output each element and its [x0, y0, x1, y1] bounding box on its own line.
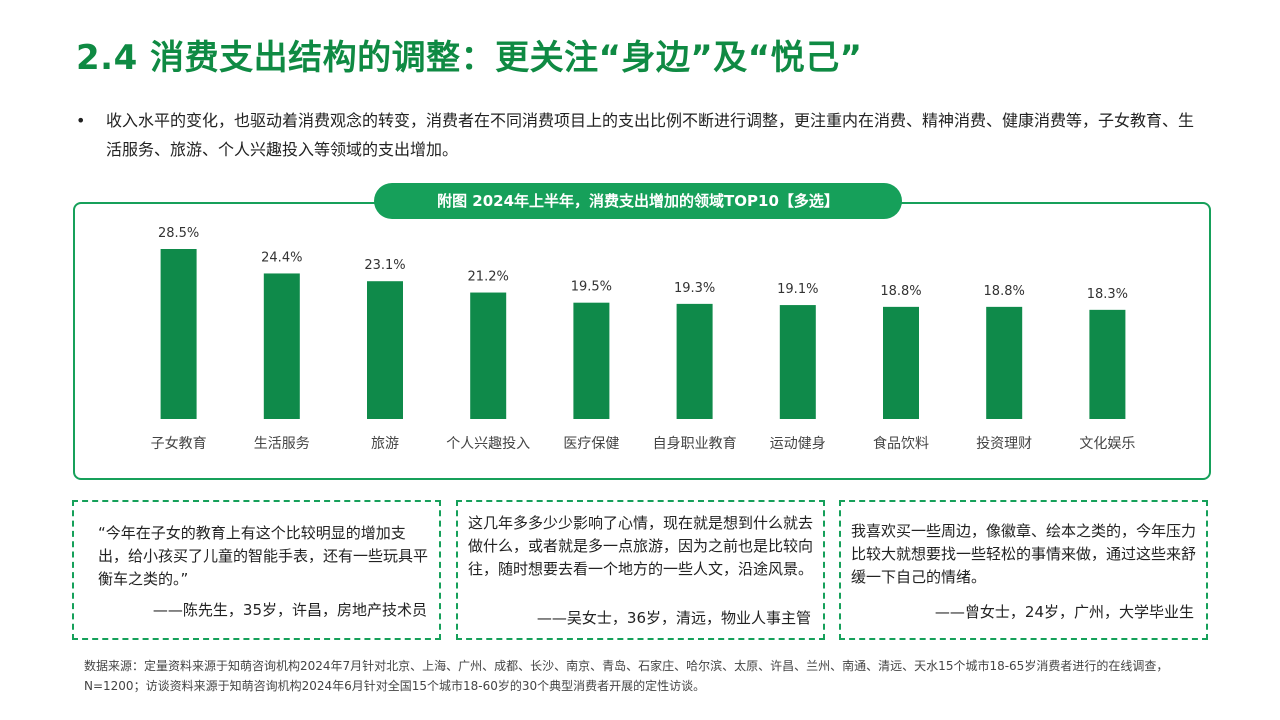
category-label: 子女教育: [151, 435, 207, 452]
category-label: 文化娱乐: [1079, 436, 1135, 452]
data-label: 24.4%: [261, 250, 302, 265]
data-label: 28.5%: [158, 226, 199, 241]
bar-5: [573, 302, 610, 419]
quote-signature: ——陈先生，35岁，许昌，房地产技术员: [152, 601, 427, 619]
bar-10: [1089, 309, 1126, 419]
bar-6: [676, 303, 713, 419]
intro-text: 收入水平的变化，也驱动着消费观念的转变，消费者在不同消费项目上的支出比例不断进行…: [106, 111, 1195, 159]
bar-8: [883, 306, 919, 419]
bar-2: [263, 273, 300, 419]
category-label: 医疗保健: [563, 436, 619, 452]
chart-title: 附图 2024年上半年，消费支出增加的领域TOP10【多选】: [374, 183, 902, 219]
data-label: 19.3%: [674, 281, 715, 296]
data-label: 19.5%: [571, 280, 612, 295]
data-label: 18.8%: [984, 284, 1025, 299]
category-label: 生活服务: [254, 436, 310, 452]
category-label: 食品饮料: [873, 435, 929, 452]
bar-3: [367, 281, 403, 419]
category-label: 运动健身: [770, 436, 826, 452]
quote-card-3: 我喜欢买一些周边，像徽章、绘本之类的，今年压力比较大就想要找一些轻松的事情来做，…: [839, 500, 1208, 640]
quote-card-2: 这几年多多少少影响了心情，现在就是想到什么就去做什么，或者就是多一点旅游，因为之…: [456, 500, 825, 640]
quote-signature: ——曾女士，24岁，广州，大学毕业生: [934, 603, 1194, 621]
bar-7: [779, 305, 816, 419]
quote-card-1: “今年在子女的教育上有这个比较明显的增加支出，给小孩买了儿童的智能手表，还有一些…: [72, 500, 441, 640]
data-label: 23.1%: [364, 258, 405, 273]
data-label: 18.8%: [880, 284, 921, 299]
bar-chart: 28.5% 子女教育 24.4% 生活服务 23.1% 旅游 21.2% 个人兴趣投入 19.5…: [151, 226, 1136, 452]
category-label: 旅游: [371, 436, 399, 452]
bar-9: [986, 306, 1023, 419]
category-label: 个人兴趣投入: [446, 436, 530, 452]
data-source-note: 数据来源：定量资料来源于知萌咨询机构2024年7月针对北京、上海、广州、成都、长…: [84, 659, 1169, 693]
category-label: 自身职业教育: [653, 436, 737, 452]
data-label: 19.1%: [777, 282, 818, 297]
quote-text: “今年在子女的教育上有这个比较明显的增加支出，给小孩买了儿童的智能手表，还有一些…: [98, 524, 429, 588]
bar-4: [470, 292, 507, 419]
data-label: 21.2%: [468, 270, 509, 285]
page-title: 2.4 消费支出结构的调整：更关注“身边”及“悦己”: [76, 38, 863, 78]
intro-bullet: • 收入水平的变化，也驱动着消费观念的转变，消费者在不同消费项目上的支出比例不断…: [76, 106, 1206, 164]
bullet-marker: •: [76, 111, 86, 130]
category-label: 投资理财: [976, 436, 1032, 452]
quote-text: 我喜欢买一些周边，像徽章、绘本之类的，今年压力比较大就想要找一些轻松的事情来做，…: [851, 522, 1197, 586]
quote-text: 这几年多多少少影响了心情，现在就是想到什么就去做什么，或者就是多一点旅游，因为之…: [468, 514, 814, 578]
quote-signature: ——吴女士，36岁，清远，物业人事主管: [536, 609, 811, 627]
bar-1: [160, 249, 197, 419]
data-label: 18.3%: [1087, 287, 1128, 302]
